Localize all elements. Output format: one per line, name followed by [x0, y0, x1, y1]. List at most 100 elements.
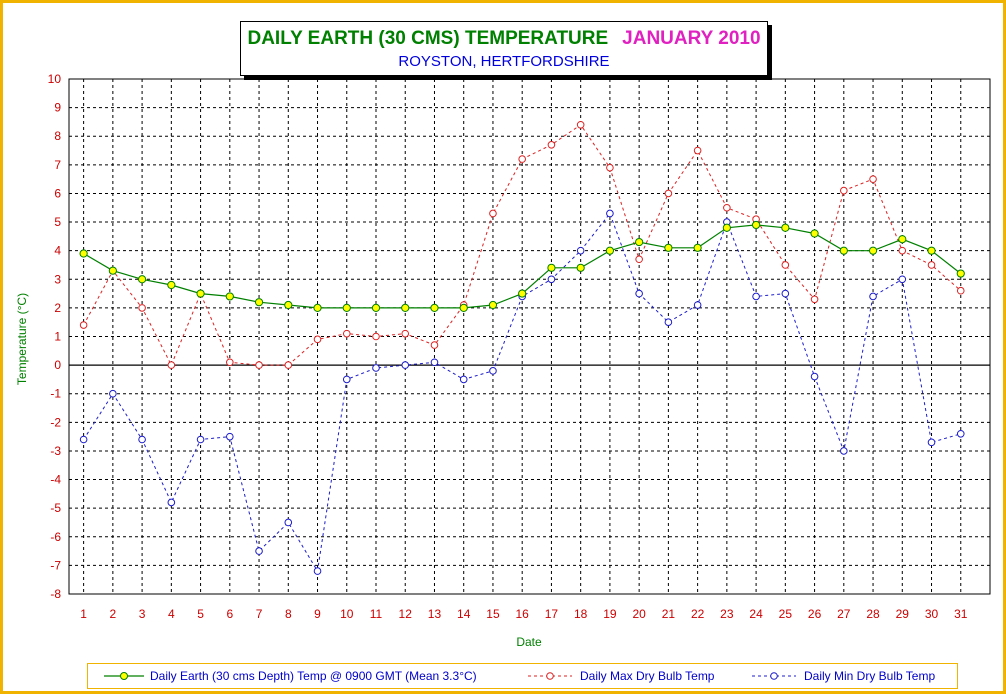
x-tick-label: 30 [925, 607, 939, 621]
data-point-max [518, 155, 526, 163]
data-point-max [372, 332, 380, 341]
x-tick-label: 3 [139, 607, 146, 621]
data-point-min [606, 209, 614, 218]
data-point-earth [459, 303, 468, 312]
data-point-min [635, 289, 643, 298]
data-point-earth [167, 280, 176, 290]
data-point-min [927, 438, 936, 447]
data-point-min [401, 361, 410, 369]
x-tick-label: 31 [954, 607, 968, 621]
x-tick-label: 20 [632, 607, 646, 621]
data-point-earth [518, 289, 527, 298]
data-point-max [723, 203, 731, 212]
grid-lines [69, 78, 990, 595]
y-tick-label: 9 [54, 101, 61, 115]
x-tick-label: 14 [457, 607, 471, 621]
data-point-earth [722, 223, 731, 232]
x-tick-label: 7 [256, 607, 263, 621]
data-point-min [840, 447, 848, 455]
legend-label-earth: Daily Earth (30 cms Depth) Temp @ 0900 G… [150, 669, 477, 683]
data-point-min [167, 498, 176, 507]
data-point-max [869, 175, 877, 183]
data-point-earth [635, 237, 644, 247]
y-tick-label: -4 [50, 473, 61, 487]
data-point-earth [371, 303, 381, 312]
legend: Daily Earth (30 cms Depth) Temp @ 0900 G… [87, 663, 958, 689]
series-min [79, 209, 965, 575]
y-tick-label: 10 [48, 72, 62, 86]
data-point-min [79, 435, 88, 444]
data-point-max [401, 329, 410, 338]
legend-symbol-earth [104, 672, 144, 680]
y-tick-label: -2 [50, 415, 61, 429]
legend-label-max: Daily Max Dry Bulb Temp [580, 669, 715, 683]
data-point-max [810, 295, 819, 304]
data-point-max [255, 361, 263, 369]
y-tick-label: -6 [50, 530, 61, 544]
x-tick-label: 9 [314, 607, 321, 621]
chart-title: DAILY EARTH (30 CMS) TEMPERATURE JANUARY … [241, 28, 767, 50]
x-tick-label: 19 [603, 607, 617, 621]
x-tick-label: 10 [340, 607, 354, 621]
data-point-earth [693, 243, 702, 252]
x-tick-label: 2 [110, 607, 117, 621]
x-tick-label: 6 [226, 607, 233, 621]
x-tick-label: 27 [837, 607, 851, 621]
axes [68, 78, 991, 595]
x-tick-label: 29 [896, 607, 910, 621]
x-tick-label: 11 [370, 607, 383, 621]
series-max [79, 120, 965, 369]
data-point-max [226, 358, 234, 367]
x-tick-label: 5 [197, 607, 204, 621]
data-point-earth [927, 246, 936, 255]
x-tick-label: 13 [428, 607, 442, 621]
chart-title-box: DAILY EARTH (30 CMS) TEMPERATURE JANUARY … [240, 21, 768, 76]
data-point-min [226, 432, 234, 441]
x-tick-label: 12 [399, 607, 413, 621]
y-tick-label: 7 [54, 158, 61, 172]
data-point-earth [868, 246, 878, 255]
data-point-max [138, 304, 146, 312]
data-point-earth [576, 263, 585, 272]
data-point-min [138, 435, 146, 444]
data-point-max [79, 321, 88, 329]
data-point-min [810, 372, 819, 381]
x-tick-label: 22 [691, 607, 705, 621]
data-point-earth [313, 303, 322, 312]
data-point-max [606, 163, 614, 172]
x-tick-label: 25 [779, 607, 793, 621]
y-tick-label: 8 [54, 129, 61, 143]
data-point-earth [79, 249, 88, 258]
data-point-earth [547, 263, 556, 272]
data-point-earth [225, 292, 234, 301]
data-point-min [372, 364, 380, 372]
data-point-max [781, 261, 790, 269]
series-earth [79, 220, 965, 312]
data-point-min [109, 389, 117, 398]
y-tick-label: -8 [50, 587, 61, 601]
x-tick-label: 21 [662, 607, 676, 621]
y-tick-label: 4 [54, 244, 61, 258]
data-point-min [255, 547, 263, 555]
data-point-earth [839, 246, 848, 255]
data-point-min [664, 318, 673, 326]
data-point-min [430, 358, 439, 367]
data-point-earth [664, 243, 673, 252]
data-point-min [342, 375, 351, 384]
data-point-earth [898, 235, 907, 244]
legend-label-min: Daily Min Dry Bulb Temp [804, 669, 936, 683]
chart-subtitle: ROYSTON, HERTFORDSHIRE [398, 53, 610, 70]
x-tick-label: 26 [808, 607, 822, 621]
x-tick-label: 15 [486, 607, 500, 621]
data-point-max [956, 286, 965, 295]
data-point-earth [254, 298, 264, 307]
data-point-earth [751, 220, 761, 230]
data-point-max [927, 261, 936, 269]
data-point-max [313, 335, 322, 344]
data-point-earth [108, 266, 117, 275]
data-point-earth [342, 303, 351, 312]
data-point-min [284, 518, 293, 527]
y-tick-label: -3 [50, 444, 61, 458]
x-axis-label: Date [516, 635, 542, 649]
